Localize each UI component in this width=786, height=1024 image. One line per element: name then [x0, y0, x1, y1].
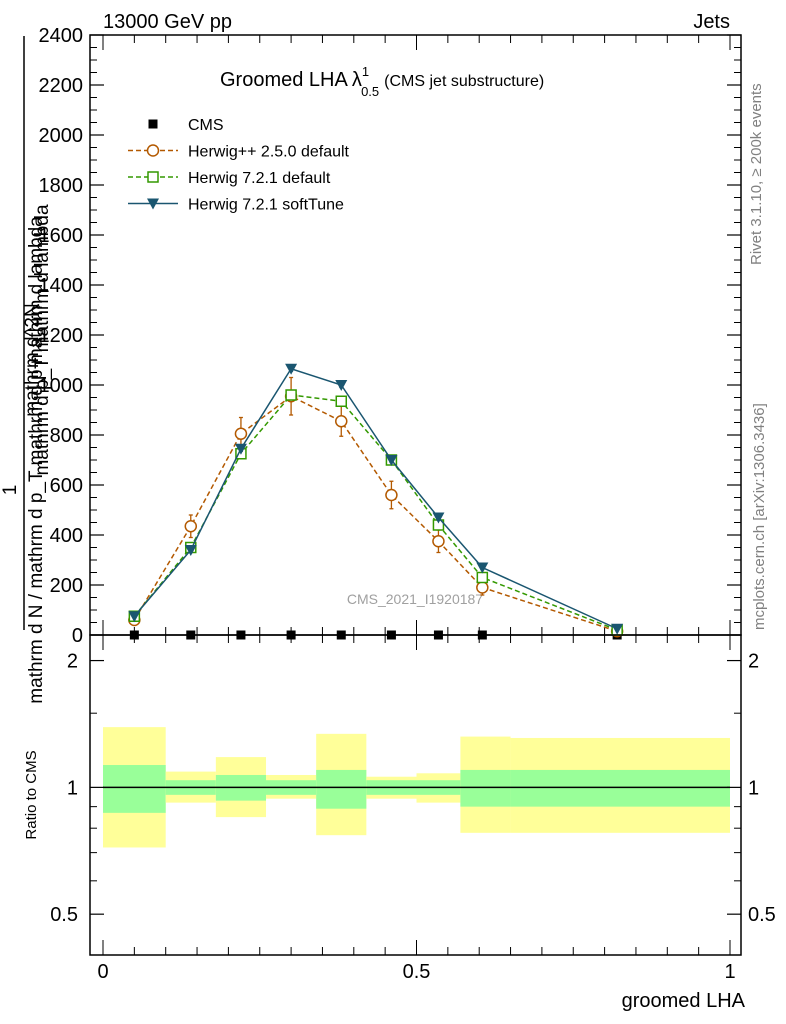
y-tick-label: 0: [72, 625, 83, 647]
y-tick-label: 1400: [39, 275, 84, 297]
marker-triangle: [147, 198, 159, 210]
marker-triangle: [476, 562, 489, 574]
y-tick-label: 400: [50, 525, 83, 547]
title-sup: 1: [362, 64, 369, 79]
x-tick-label: 0.5: [403, 961, 431, 983]
marker-open-square: [285, 389, 297, 401]
ratio-y-tick-label: 2: [67, 651, 78, 673]
ratio-x-axis: 0 0.5 1: [97, 635, 736, 983]
plot-title: Groomed LHA λ1 0.5 (CMS jet substructure): [220, 64, 544, 99]
ratio-ylabel: Ratio to CMS: [23, 750, 40, 839]
ratio-bands: [103, 727, 730, 848]
y-tick-label: 200: [50, 575, 83, 597]
legend-label: Herwig 7.2.1 softTune: [188, 197, 344, 214]
marker-triangle: [285, 363, 298, 375]
y-tick-label: 1800: [39, 175, 84, 197]
y-tick-label: 1200: [39, 325, 84, 347]
band-inner: [510, 769, 730, 807]
side-mcplots: mcplots.cern.ch [arXiv:1306.3436]: [751, 403, 768, 630]
series-line: [133, 367, 618, 630]
ylabel-top2: mathrm d p_T mathrm d lambda: [32, 204, 53, 475]
marker-triangle: [234, 443, 247, 455]
x-axis-label: groomed LHA: [622, 990, 746, 1012]
ratio-y-axis: 0.5 0.5 1 1 2 2: [50, 651, 776, 927]
x-tick-label: 0: [97, 961, 108, 983]
y-tick-label: 2400: [39, 25, 84, 47]
y-tick-label: 600: [50, 475, 83, 497]
main-x-ticks: [102, 35, 731, 635]
x-tick-label: 1: [724, 961, 735, 983]
marker-square: [148, 119, 158, 129]
band-inner: [103, 765, 166, 813]
y-tick-label: 1000: [39, 375, 84, 397]
marker-circle: [184, 520, 198, 533]
series-3: [128, 363, 624, 635]
marker-circle: [335, 415, 348, 428]
main-y-axis: 0 200 400 600 800 1000 1200 1400 1600 1800 2000 220…: [39, 25, 741, 647]
ratio-y-tick-label-right: 2: [748, 651, 759, 673]
main-ylabel: mathrm d^2N mathrm d p_T mathrm d lambda…: [0, 36, 53, 704]
ylabel-den: mathrm d N / mathrm d p_T mathrm d p mat…: [26, 216, 47, 704]
y-tick-label: 800: [50, 425, 83, 447]
marker-triangle: [335, 380, 348, 391]
marker-triangle: [385, 455, 398, 466]
marker-circle: [146, 144, 160, 157]
header-right: Jets: [693, 11, 730, 33]
marker-circle: [234, 427, 248, 440]
marker-circle: [476, 581, 489, 594]
title-sub: 0.5: [361, 84, 379, 99]
y-tick-label: 1600: [39, 225, 84, 247]
header-left: 13000 GeV pp: [103, 11, 232, 33]
band-inner: [316, 769, 367, 809]
legend-label: Herwig++ 2.5.0 default: [188, 144, 350, 161]
series-line: [133, 395, 618, 632]
marker-open-square: [476, 571, 489, 584]
title-paren: (CMS jet substructure): [384, 73, 544, 90]
marker-triangle: [184, 545, 197, 556]
y-tick-label: 2200: [39, 75, 84, 97]
ratio-y-tick-label-right: 0.5: [748, 904, 776, 926]
y-tick-label: 2000: [39, 125, 84, 147]
marker-triangle: [128, 611, 141, 623]
title-lambda: λ: [352, 69, 362, 91]
watermark: CMS_2021_I1920187: [347, 591, 483, 607]
marker-triangle: [611, 623, 624, 635]
ratio-frame: [89, 634, 742, 956]
ratio-y-tick-label: 0.5: [50, 904, 78, 926]
marker-circle: [432, 535, 445, 548]
legend-label: Herwig 7.2.1 default: [188, 170, 331, 187]
marker-open-square: [147, 171, 159, 183]
ratio-y-tick-label-right: 1: [748, 777, 759, 799]
side-rivet: Rivet 3.1.10, ≥ 200k events: [748, 83, 765, 265]
ylabel-num: 1: [0, 485, 21, 496]
legend-label: CMS: [188, 117, 224, 134]
legend: CMS Herwig++ 2.5.0 default Herwig 7.2.1 de…: [128, 117, 350, 214]
ylabel-top: mathrm d^2N: [22, 303, 43, 416]
marker-open-square: [335, 395, 348, 407]
ratio-y-tick-label: 1: [67, 777, 78, 799]
marker-circle: [385, 488, 398, 502]
marker-triangle: [432, 512, 445, 524]
title-main: Groomed LHA: [220, 69, 348, 91]
band-inner: [460, 769, 511, 807]
